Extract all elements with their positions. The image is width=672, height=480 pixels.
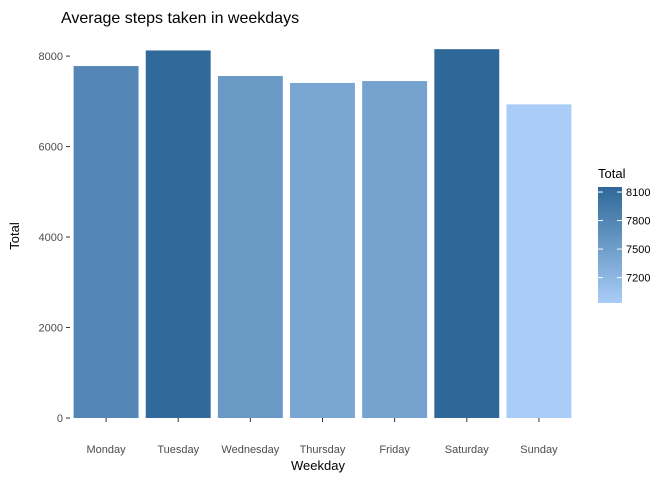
x-axis-title: Weekday xyxy=(291,458,345,473)
chart-title: Average steps taken in weekdays xyxy=(61,10,299,27)
x-tick-label: Friday xyxy=(379,444,410,456)
x-tick-label: Wednesday xyxy=(221,444,279,456)
x-tick-label: Tuesday xyxy=(157,444,199,456)
y-axis: 0 2000 4000 6000 8000 xyxy=(39,51,70,425)
legend: Total 7200 7500 7800 8100 xyxy=(598,166,650,303)
bar-saturday xyxy=(434,49,500,419)
legend-tick-label: 8100 xyxy=(626,187,650,199)
x-tick-label: Sunday xyxy=(520,444,558,456)
x-tick-label: Saturday xyxy=(445,444,490,456)
y-tick-label: 2000 xyxy=(39,323,63,335)
y-tick-label: 0 xyxy=(57,413,63,425)
legend-title: Total xyxy=(598,166,626,181)
x-axis: Monday Tuesday Wednesday Thursday Friday Satu… xyxy=(87,418,558,456)
bar-sunday xyxy=(506,104,572,418)
bar-wednesday xyxy=(217,76,283,419)
bars xyxy=(73,49,572,419)
legend-colorbar xyxy=(598,187,622,303)
legend-tick-label: 7800 xyxy=(626,216,650,228)
x-tick-label: Thursday xyxy=(300,444,346,456)
bar-tuesday xyxy=(145,50,211,418)
bar-monday xyxy=(73,66,139,419)
bar-thursday xyxy=(290,82,355,418)
legend-tick-label: 7500 xyxy=(626,244,650,256)
y-tick-label: 4000 xyxy=(39,232,63,244)
y-axis-title: Total xyxy=(7,222,22,250)
legend-tick-label: 7200 xyxy=(626,273,650,285)
bar-friday xyxy=(362,81,428,419)
y-tick-label: 6000 xyxy=(39,142,63,154)
x-tick-label: Monday xyxy=(87,444,127,456)
y-tick-label: 8000 xyxy=(39,51,63,63)
